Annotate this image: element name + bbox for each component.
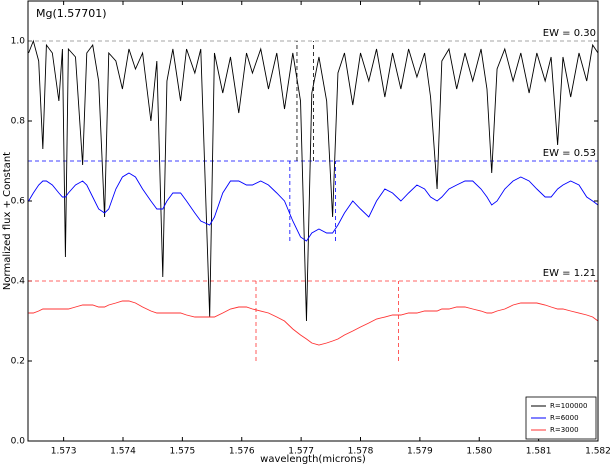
ew-annotation: EW = 0.53 — [543, 148, 596, 159]
legend-label: R=6000 — [550, 414, 579, 422]
plot-frame — [27, 0, 599, 442]
y-tick-label: 0.2 — [11, 357, 25, 367]
x-tick-label: 1.579 — [407, 447, 433, 457]
y-tick-label: 0.8 — [11, 117, 26, 127]
x-tick-label: 1.580 — [466, 447, 492, 457]
x-axis-label: wavelength(microns) — [260, 454, 366, 465]
spectrum-line — [28, 300, 599, 346]
legend-label: R=3000 — [550, 426, 579, 434]
y-tick-label: 1.0 — [11, 37, 26, 47]
y-tick-label: 0.4 — [11, 277, 26, 287]
x-tick-label: 1.581 — [526, 447, 552, 457]
y-axis-label: Normalized flux + Constant — [2, 152, 13, 290]
spectrum-line — [28, 39, 599, 322]
ew-annotation: EW = 0.30 — [543, 28, 596, 39]
x-tick-label: 1.575 — [169, 447, 195, 457]
x-tick-label: 1.576 — [229, 447, 255, 457]
x-tick-label: 1.577 — [288, 447, 314, 457]
legend-label: R=100000 — [550, 402, 587, 410]
x-tick-label: 1.578 — [348, 447, 374, 457]
ew-annotation: EW = 1.21 — [543, 268, 596, 279]
spectrum-line — [28, 172, 599, 242]
x-tick-label: 1.582 — [585, 447, 610, 457]
chart-title: Mg(1.57701) — [36, 7, 107, 20]
y-tick-label: 0.0 — [11, 437, 26, 447]
y-tick-label: 0.6 — [11, 197, 26, 207]
x-tick-label: 1.574 — [110, 447, 136, 457]
x-tick-label: 1.573 — [51, 447, 77, 457]
